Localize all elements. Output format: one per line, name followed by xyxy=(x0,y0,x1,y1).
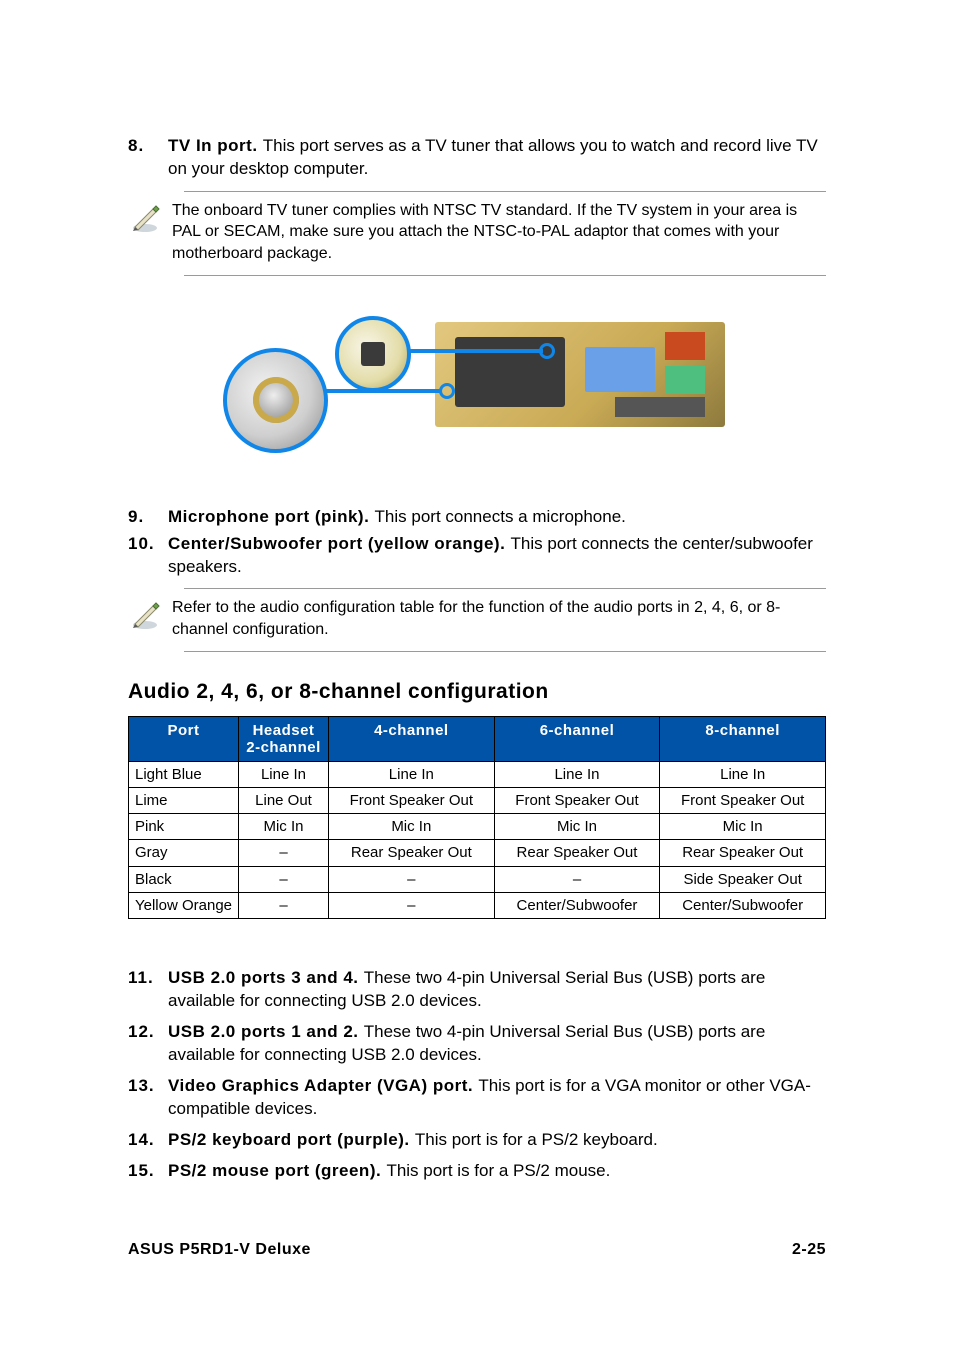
port-description-item: 10.Center/Subwoofer port (yellow orange)… xyxy=(128,533,826,579)
port-description-item: 8.TV In port. This port serves as a TV t… xyxy=(128,135,826,181)
item-title: Center/Subwoofer port (yellow orange). xyxy=(168,534,511,553)
table-header-cell: Port xyxy=(129,717,239,762)
table-cell: Line In xyxy=(494,761,660,787)
table-row: LimeLine OutFront Speaker OutFront Speak… xyxy=(129,787,826,813)
note-audio-config: Refer to the audio configuration table f… xyxy=(184,588,826,651)
item-desc: This port is for a PS/2 mouse. xyxy=(386,1161,610,1180)
item-title: TV In port. xyxy=(168,136,263,155)
note-ntsc: The onboard TV tuner complies with NTSC … xyxy=(184,191,826,276)
item-desc: This port connects a microphone. xyxy=(375,507,626,526)
table-header-cell: Headset2-channel xyxy=(239,717,329,762)
pencil-note-icon xyxy=(128,597,172,631)
table-cell: Center/Subwoofer xyxy=(494,892,660,918)
item-body: Video Graphics Adapter (VGA) port. This … xyxy=(168,1075,826,1121)
port-description-item: 9.Microphone port (pink). This port conn… xyxy=(128,506,826,529)
item-body: Microphone port (pink). This port connec… xyxy=(168,506,826,529)
item-title: Microphone port (pink). xyxy=(168,507,375,526)
item-title: PS/2 keyboard port (purple). xyxy=(168,1130,415,1149)
motherboard-callout-figure xyxy=(128,316,826,446)
pencil-note-icon xyxy=(128,200,172,234)
item-number: 11. xyxy=(128,967,168,990)
table-row: Black–––Side Speaker Out xyxy=(129,866,826,892)
item-number: 13. xyxy=(128,1075,168,1098)
audio-config-table: PortHeadset2-channel4-channel6-channel8-… xyxy=(128,716,826,919)
table-cell: Front Speaker Out xyxy=(494,787,660,813)
table-cell: – xyxy=(494,866,660,892)
table-cell: Center/Subwoofer xyxy=(660,892,826,918)
table-row: Yellow Orange––Center/SubwooferCenter/Su… xyxy=(129,892,826,918)
item-body: PS/2 mouse port (green). This port is fo… xyxy=(168,1160,826,1183)
footer-product: ASUS P5RD1-V Deluxe xyxy=(128,1239,311,1261)
item-body: Center/Subwoofer port (yellow orange). T… xyxy=(168,533,826,579)
table-cell: Line In xyxy=(239,761,329,787)
table-row: Light BlueLine InLine InLine InLine In xyxy=(129,761,826,787)
table-cell: Black xyxy=(129,866,239,892)
table-cell: Rear Speaker Out xyxy=(329,840,495,866)
table-cell: Mic In xyxy=(494,814,660,840)
table-header-cell: 8-channel xyxy=(660,717,826,762)
item-title: PS/2 mouse port (green). xyxy=(168,1161,386,1180)
item-body: TV In port. This port serves as a TV tun… xyxy=(168,135,826,181)
table-cell: Front Speaker Out xyxy=(660,787,826,813)
table-cell: – xyxy=(239,840,329,866)
page-footer: ASUS P5RD1-V Deluxe 2-25 xyxy=(128,1239,826,1261)
item-title: USB 2.0 ports 1 and 2. xyxy=(168,1022,364,1041)
item-number: 8. xyxy=(128,135,168,158)
item-number: 9. xyxy=(128,506,168,529)
table-cell: Front Speaker Out xyxy=(329,787,495,813)
table-cell: Line In xyxy=(329,761,495,787)
table-cell: Rear Speaker Out xyxy=(660,840,826,866)
item-title: Video Graphics Adapter (VGA) port. xyxy=(168,1076,478,1095)
item-body: USB 2.0 ports 1 and 2. These two 4-pin U… xyxy=(168,1021,826,1067)
item-number: 14. xyxy=(128,1129,168,1152)
table-cell: Mic In xyxy=(329,814,495,840)
audio-config-heading: Audio 2, 4, 6, or 8-channel configuratio… xyxy=(128,678,826,706)
item-desc: This port is for a PS/2 keyboard. xyxy=(415,1130,658,1149)
port-description-item: 14.PS/2 keyboard port (purple). This por… xyxy=(128,1129,826,1152)
footer-page: 2-25 xyxy=(792,1239,826,1261)
item-number: 10. xyxy=(128,533,168,556)
table-cell: – xyxy=(239,892,329,918)
table-row: PinkMic InMic InMic InMic In xyxy=(129,814,826,840)
item-desc: This port serves as a TV tuner that allo… xyxy=(168,136,818,178)
table-cell: Gray xyxy=(129,840,239,866)
table-cell: – xyxy=(329,892,495,918)
table-cell: Mic In xyxy=(239,814,329,840)
table-cell: Mic In xyxy=(660,814,826,840)
table-cell: Line In xyxy=(660,761,826,787)
table-cell: Light Blue xyxy=(129,761,239,787)
table-cell: – xyxy=(239,866,329,892)
table-header-cell: 6-channel xyxy=(494,717,660,762)
item-body: PS/2 keyboard port (purple). This port i… xyxy=(168,1129,826,1152)
table-cell: Rear Speaker Out xyxy=(494,840,660,866)
port-description-item: 15.PS/2 mouse port (green). This port is… xyxy=(128,1160,826,1183)
item-body: USB 2.0 ports 3 and 4. These two 4-pin U… xyxy=(168,967,826,1013)
table-cell: Line Out xyxy=(239,787,329,813)
table-header-cell: 4-channel xyxy=(329,717,495,762)
table-cell: Side Speaker Out xyxy=(660,866,826,892)
item-number: 15. xyxy=(128,1160,168,1183)
port-description-item: 12.USB 2.0 ports 1 and 2. These two 4-pi… xyxy=(128,1021,826,1067)
table-cell: Pink xyxy=(129,814,239,840)
item-number: 12. xyxy=(128,1021,168,1044)
table-row: Gray–Rear Speaker OutRear Speaker OutRea… xyxy=(129,840,826,866)
item-title: USB 2.0 ports 3 and 4. xyxy=(168,968,364,987)
table-cell: Lime xyxy=(129,787,239,813)
note-text: The onboard TV tuner complies with NTSC … xyxy=(172,200,826,265)
port-description-item: 13.Video Graphics Adapter (VGA) port. Th… xyxy=(128,1075,826,1121)
note-text: Refer to the audio configuration table f… xyxy=(172,597,826,640)
port-description-item: 11.USB 2.0 ports 3 and 4. These two 4-pi… xyxy=(128,967,826,1013)
table-cell: – xyxy=(329,866,495,892)
table-cell: Yellow Orange xyxy=(129,892,239,918)
